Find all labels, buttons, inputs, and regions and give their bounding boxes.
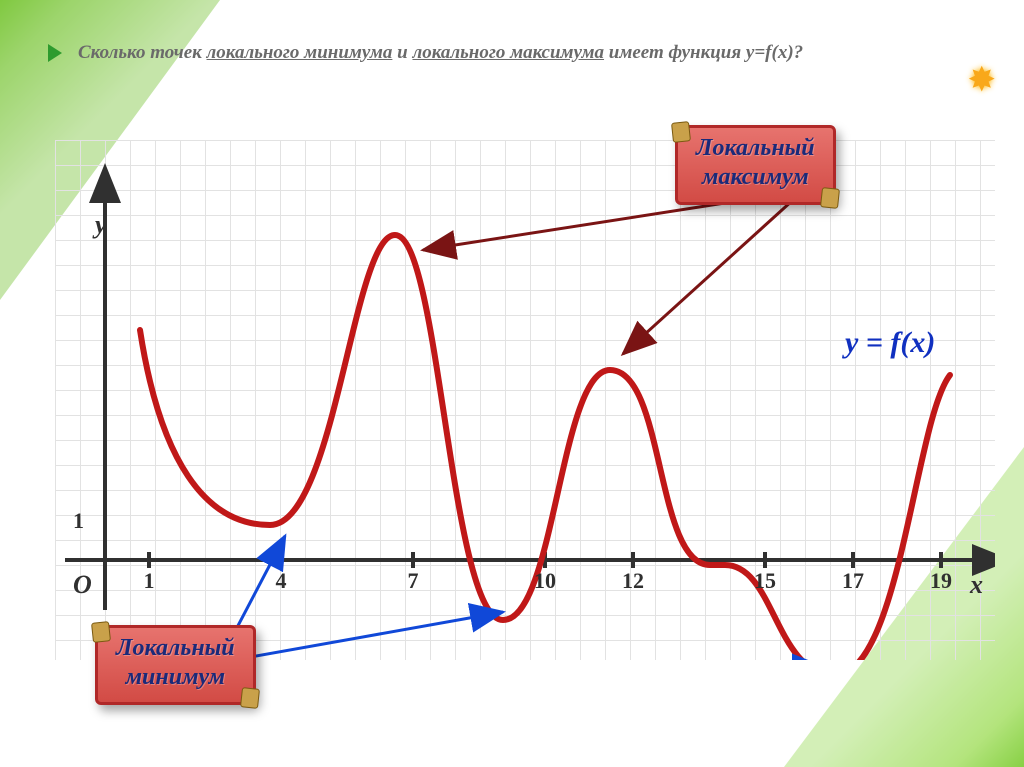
question-underline-max: локального максимума bbox=[412, 42, 604, 63]
function-curve bbox=[140, 235, 950, 660]
callout-local-min: Локальныйминимум bbox=[95, 625, 256, 705]
function-label: y = f(x) bbox=[845, 326, 935, 360]
callout-min-text: Локальныйминимум bbox=[116, 635, 235, 690]
origin-label: O bbox=[73, 570, 92, 600]
slide-stage: Сколько точек локального минимума и лока… bbox=[0, 0, 1024, 767]
x-tick-label: 10 bbox=[531, 568, 559, 594]
chart-area: y x O 1 1471012151719 Локальныймаксимум … bbox=[55, 140, 995, 660]
bullet-arrow-icon bbox=[48, 44, 62, 62]
scroll-decor-icon bbox=[820, 187, 840, 209]
x-tick-label: 1 bbox=[135, 568, 163, 594]
x-tick-label: 4 bbox=[267, 568, 295, 594]
star-icon: ✸ bbox=[968, 60, 997, 100]
callout-max-text: Локальныймаксимум bbox=[696, 135, 815, 190]
question-mid: и bbox=[392, 42, 412, 63]
question-row: Сколько точек локального минимума и лока… bbox=[48, 40, 803, 67]
x-tick-label: 15 bbox=[751, 568, 779, 594]
x-tick-label: 19 bbox=[927, 568, 955, 594]
y-axis-label: y bbox=[95, 210, 107, 240]
scroll-decor-icon bbox=[240, 687, 260, 709]
y-one-label: 1 bbox=[73, 508, 84, 534]
x-axis-label: x bbox=[970, 570, 983, 600]
question-text: Сколько точек локального минимума и лока… bbox=[78, 40, 803, 67]
question-suffix: имеет функция y=f(x)? bbox=[604, 42, 803, 63]
x-tick-label: 12 bbox=[619, 568, 647, 594]
scroll-decor-icon bbox=[671, 121, 691, 143]
question-underline-min: локального минимума bbox=[207, 42, 393, 63]
max-arrows bbox=[423, 198, 793, 354]
x-tick-label: 17 bbox=[839, 568, 867, 594]
callout-local-max: Локальныймаксимум bbox=[675, 125, 836, 205]
scroll-decor-icon bbox=[91, 621, 111, 643]
x-tick-label: 7 bbox=[399, 568, 427, 594]
question-prefix: Сколько точек bbox=[78, 42, 207, 63]
min-arrows bbox=[220, 536, 825, 660]
